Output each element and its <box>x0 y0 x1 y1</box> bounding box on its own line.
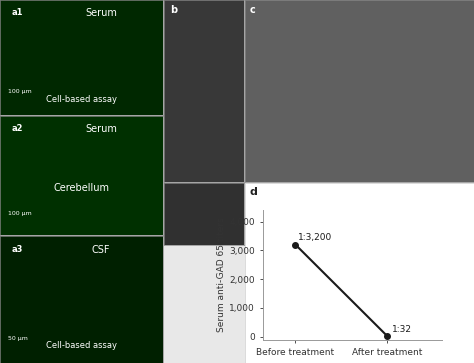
Text: c: c <box>250 5 255 16</box>
Text: 50 μm: 50 μm <box>8 337 28 342</box>
Text: 1:32: 1:32 <box>392 325 411 334</box>
Text: Serum: Serum <box>85 125 117 134</box>
Y-axis label: Serum anti-GAD 65 titers: Serum anti-GAD 65 titers <box>218 217 227 332</box>
Text: 100 μm: 100 μm <box>8 211 32 216</box>
Text: d: d <box>250 187 257 197</box>
Text: a2: a2 <box>11 125 23 133</box>
Text: Cell-based assay: Cell-based assay <box>46 341 117 350</box>
Text: 1:3,200: 1:3,200 <box>298 233 332 242</box>
Text: Serum: Serum <box>85 8 117 18</box>
Text: Cell-based assay: Cell-based assay <box>46 94 117 103</box>
Text: CSF: CSF <box>92 245 110 255</box>
Text: a3: a3 <box>11 245 23 254</box>
Text: Cerebellum: Cerebellum <box>54 183 109 193</box>
Text: a1: a1 <box>11 8 23 17</box>
Text: 100 μm: 100 μm <box>8 89 32 94</box>
Text: b: b <box>170 5 178 16</box>
